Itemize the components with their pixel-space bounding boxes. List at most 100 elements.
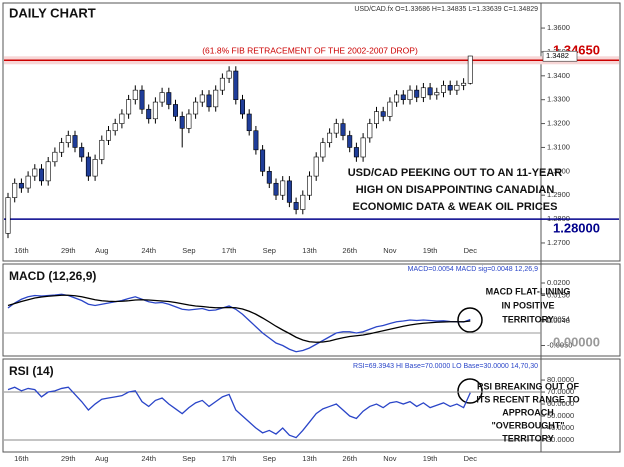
panel-header: RSI=69.3943 HI Base=70.0000 LO Base=30.0… <box>353 363 538 370</box>
x-tick-label: 24th <box>141 246 156 255</box>
price-marker <box>542 50 578 62</box>
candle-body <box>447 85 453 91</box>
candle-body <box>394 94 400 103</box>
y-tick-label: 1.2900 <box>547 190 570 199</box>
y-tick-label: 1.3200 <box>547 119 570 128</box>
x-tick-label: Dec <box>464 454 478 463</box>
annotation: APPROACH <box>502 407 554 417</box>
candle-body <box>72 135 78 148</box>
candle-body <box>112 123 118 132</box>
candle-body <box>434 92 440 96</box>
series-line <box>7 386 471 439</box>
panel-title: RSI (14) <box>9 364 54 378</box>
x-tick-label: Sep <box>182 454 195 463</box>
candle-body <box>260 149 266 172</box>
candle-body <box>253 130 259 151</box>
candle-body <box>132 89 138 100</box>
candle-body <box>126 99 132 115</box>
macd-panel <box>2 263 621 357</box>
candle-body <box>186 113 192 129</box>
y-tick-label: 0.0150 <box>547 290 570 299</box>
y-tick-label: 0.0054 <box>547 314 570 323</box>
y-tick-label: 1.3600 <box>547 23 570 32</box>
annotation: TERRITORY <box>502 433 554 443</box>
y-tick-label: 0.0048 <box>547 316 570 325</box>
candle-body <box>219 77 225 91</box>
candle-body <box>179 116 185 129</box>
candle-body <box>373 111 379 124</box>
y-tick-label: 60.0000 <box>547 399 574 408</box>
candle-body <box>59 142 65 153</box>
x-tick-label: 26th <box>342 454 357 463</box>
series-line <box>7 293 471 353</box>
candle-body <box>353 147 359 158</box>
annotation: "OVERBOUGHT" <box>491 420 564 430</box>
level-label: 1.28000 <box>553 221 600 236</box>
x-tick-label: 17th <box>222 454 237 463</box>
candle-body <box>467 55 473 84</box>
candle-body <box>387 101 393 117</box>
candle-body <box>414 89 420 98</box>
price-marker-label: 1.3482 <box>546 51 569 60</box>
x-tick-label: 17th <box>222 246 237 255</box>
candle-body <box>427 87 433 96</box>
y-tick-label: 70.0000 <box>547 387 574 396</box>
panel-header: MACD=0.0054 MACD sig=0.0048 12,26,9 <box>408 266 538 273</box>
candle-body <box>199 94 205 103</box>
level-label: 0.00000 <box>553 334 600 349</box>
candle-body <box>380 111 386 117</box>
candle-body <box>139 89 145 110</box>
candle-body <box>320 142 326 158</box>
y-tick-label: 1.3400 <box>547 71 570 80</box>
rsi-panel <box>2 358 621 453</box>
annotation: TERRITORY <box>502 314 554 324</box>
x-tick-label: 13th <box>302 246 317 255</box>
panel-title: DAILY CHART <box>9 5 96 20</box>
candle-body <box>313 156 319 177</box>
x-tick-label: Nov <box>383 454 397 463</box>
candle-body <box>79 147 85 158</box>
highlight-circle <box>457 378 483 404</box>
x-tick-label: 16th <box>14 454 29 463</box>
candle-body <box>45 161 51 182</box>
annotation: IN POSITIVE <box>501 300 554 310</box>
candle-body <box>18 182 24 189</box>
y-tick-label: 1.3000 <box>547 166 570 175</box>
candle-body <box>440 85 446 93</box>
candle-body <box>52 151 58 163</box>
candle-body <box>333 123 339 134</box>
candle-body <box>407 89 413 100</box>
annotation: ITS RECENT RANGE TO <box>476 394 579 404</box>
y-tick-label: 80.0000 <box>547 375 574 384</box>
candle-body <box>246 113 252 132</box>
candle-body <box>32 168 38 177</box>
candle-body <box>327 132 333 143</box>
candle-body <box>300 194 306 210</box>
annotation: RSI BREAKING OUT OF <box>477 381 580 391</box>
series-line <box>7 294 471 343</box>
candle-body <box>286 180 292 203</box>
candle-body <box>119 113 125 124</box>
candle-body <box>173 104 179 117</box>
candle-body <box>240 99 246 115</box>
x-tick-label: 19th <box>423 454 438 463</box>
x-tick-label: 29th <box>61 454 76 463</box>
y-tick-label: 1.2700 <box>547 238 570 247</box>
x-tick-label: 24th <box>141 454 156 463</box>
candle-body <box>38 168 44 182</box>
x-tick-label: 26th <box>342 246 357 255</box>
candle-body <box>280 180 286 196</box>
x-tick-label: Aug <box>95 246 108 255</box>
y-tick-label: 30.0000 <box>547 435 574 444</box>
candle-body <box>420 87 426 98</box>
candle-body <box>152 101 158 120</box>
candle-body <box>340 123 346 136</box>
annotation: HIGH ON DISAPPOINTING CANADIAN <box>356 184 555 196</box>
candle-body <box>306 175 312 196</box>
candle-body <box>213 89 219 108</box>
candle-body <box>99 139 105 160</box>
candle-body <box>159 92 165 103</box>
x-tick-label: Nov <box>383 246 397 255</box>
candle-body <box>146 108 152 120</box>
